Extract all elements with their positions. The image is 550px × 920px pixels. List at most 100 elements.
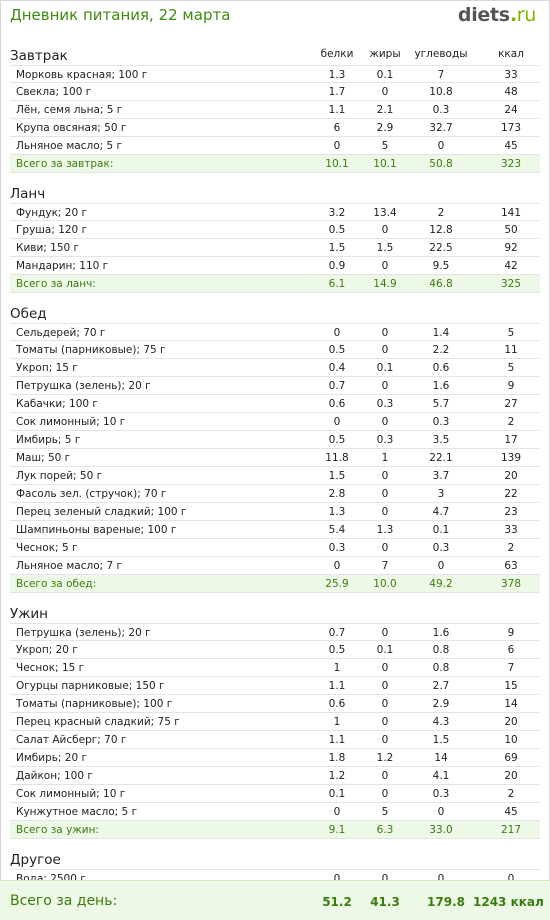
- protein-cell: 0: [333, 327, 341, 339]
- food-row: Лук порей; 50 г 1.5 0 3.7 20: [10, 467, 540, 485]
- kcal-cell: 33: [504, 69, 518, 81]
- kcal-cell: 48: [504, 86, 518, 98]
- kcal-cell: 92: [504, 242, 518, 254]
- carbs-cell: 3: [437, 488, 445, 500]
- kcal-cell: 323: [500, 158, 522, 170]
- fat-cell: 0: [381, 327, 389, 339]
- carbs-cell: 2.9: [432, 698, 450, 710]
- protein-cell: 6: [333, 122, 341, 134]
- fat-cell: 1: [381, 452, 389, 464]
- fat-cell: 2.1: [376, 104, 394, 116]
- fat-cell: 5: [381, 140, 389, 152]
- column-headers: белки жиры углеводы ккал: [0, 48, 550, 64]
- protein-cell: 1: [333, 662, 341, 674]
- kcal-cell: 141: [500, 207, 522, 219]
- kcal-cell: 15: [504, 680, 518, 692]
- fat-cell: 10.0: [373, 578, 397, 590]
- carbs-cell: 0: [437, 806, 445, 818]
- logo-name: diets: [457, 4, 510, 26]
- kcal-cell: 11: [504, 344, 518, 356]
- fat-cell: 2.9: [376, 122, 394, 134]
- protein-cell: 1.1: [328, 680, 346, 692]
- protein-cell: 1.1: [328, 104, 346, 116]
- food-name: Перец красный сладкий; 75 г: [16, 716, 180, 728]
- kcal-cell: 45: [504, 806, 518, 818]
- carbs-cell: 9.5: [432, 260, 450, 272]
- total-label: Всего за обед:: [16, 578, 97, 590]
- food-name: Шампиньоны вареные; 100 г: [16, 524, 177, 536]
- kcal-cell: 42: [504, 260, 518, 272]
- food-name: Укроп; 20 г: [16, 644, 78, 656]
- day-total-fat: 41.3: [370, 895, 400, 909]
- fat-cell: 0: [381, 224, 389, 236]
- section-total-row: Всего за обед: 25.9 10.0 49.2 378: [10, 575, 540, 593]
- protein-cell: 9.1: [328, 824, 346, 836]
- carbs-cell: 0: [437, 873, 445, 885]
- kcal-cell: 9: [507, 380, 515, 392]
- kcal-cell: 2: [507, 416, 515, 428]
- fat-cell: 0.3: [376, 434, 394, 446]
- fat-cell: 0: [381, 788, 389, 800]
- protein-cell: 1: [333, 716, 341, 728]
- protein-cell: 2.8: [328, 488, 346, 500]
- kcal-cell: 24: [504, 104, 518, 116]
- fat-cell: 1.3: [376, 524, 394, 536]
- carbs-cell: 4.3: [432, 716, 450, 728]
- food-name: Дайкон; 100 г: [16, 770, 93, 782]
- food-row: Перец красный сладкий; 75 г 1 0 4.3 20: [10, 713, 540, 731]
- food-row: Чеснок; 15 г 1 0 0.8 7: [10, 659, 540, 677]
- kcal-cell: 5: [507, 327, 515, 339]
- kcal-cell: 50: [504, 224, 518, 236]
- day-total-protein: 51.2: [322, 895, 352, 909]
- food-name: Петрушка (зелень); 20 г: [16, 627, 151, 639]
- fat-cell: 0: [381, 470, 389, 482]
- carbs-cell: 1.6: [432, 380, 450, 392]
- kcal-cell: 378: [500, 578, 522, 590]
- fat-cell: 0: [381, 260, 389, 272]
- food-name: Сок лимонный; 10 г: [16, 788, 126, 800]
- food-row: Сок лимонный; 10 г 0 0 0.3 2: [10, 413, 540, 431]
- food-name: Маш; 50 г: [16, 452, 71, 464]
- kcal-cell: 2: [507, 542, 515, 554]
- food-name: Томаты (парниковые); 75 г: [16, 344, 166, 356]
- carbs-cell: 22.1: [429, 452, 453, 464]
- day-total-label: Всего за день:: [10, 893, 118, 909]
- fat-cell: 0: [381, 506, 389, 518]
- carbs-cell: 49.2: [429, 578, 453, 590]
- food-name: Мандарин; 110 г: [16, 260, 109, 272]
- protein-cell: 0: [333, 560, 341, 572]
- food-name: Перец зеленый сладкий; 100 г: [16, 506, 187, 518]
- fat-cell: 7: [381, 560, 389, 572]
- carbs-cell: 1.4: [432, 327, 450, 339]
- food-row: Томаты (парниковые); 100 г 0.6 0 2.9 14: [10, 695, 540, 713]
- protein-cell: 1.2: [328, 770, 346, 782]
- fat-cell: 0: [381, 734, 389, 746]
- fat-cell: 5: [381, 806, 389, 818]
- kcal-cell: 45: [504, 140, 518, 152]
- kcal-cell: 0: [507, 873, 515, 885]
- col-fat: жиры: [369, 48, 401, 60]
- site-logo[interactable]: diets.ru: [458, 4, 536, 26]
- carbs-cell: 2: [437, 207, 445, 219]
- section-total-row: Всего за ужин: 9.1 6.3 33.0 217: [10, 821, 540, 839]
- food-name: Свекла; 100 г: [16, 86, 92, 98]
- carbs-cell: 0.3: [432, 542, 450, 554]
- carbs-cell: 3.5: [432, 434, 450, 446]
- food-name: Томаты (парниковые); 100 г: [16, 698, 173, 710]
- fat-cell: 1.2: [376, 752, 394, 764]
- food-row: Чеснок; 5 г 0.3 0 0.3 2: [10, 539, 540, 557]
- food-row: Имбирь; 5 г 0.5 0.3 3.5 17: [10, 431, 540, 449]
- section-total-row: Всего за завтрак: 10.1 10.1 50.8 323: [10, 155, 540, 173]
- section-total-row: Всего за ланч: 6.1 14.9 46.8 325: [10, 275, 540, 293]
- food-row: Крупа овсяная; 50 г 6 2.9 32.7 173: [10, 119, 540, 137]
- kcal-cell: 23: [504, 506, 518, 518]
- protein-cell: 0.5: [328, 344, 346, 356]
- fat-cell: 0: [381, 380, 389, 392]
- food-row: Фундук; 20 г 3.2 13.4 2 141: [10, 203, 540, 221]
- protein-cell: 10.1: [325, 158, 349, 170]
- fat-cell: 13.4: [373, 207, 397, 219]
- day-total-carbs: 179.8: [427, 895, 465, 909]
- fat-cell: 0: [381, 488, 389, 500]
- food-name: Льняное масло; 7 г: [16, 560, 123, 572]
- protein-cell: 0.7: [328, 380, 346, 392]
